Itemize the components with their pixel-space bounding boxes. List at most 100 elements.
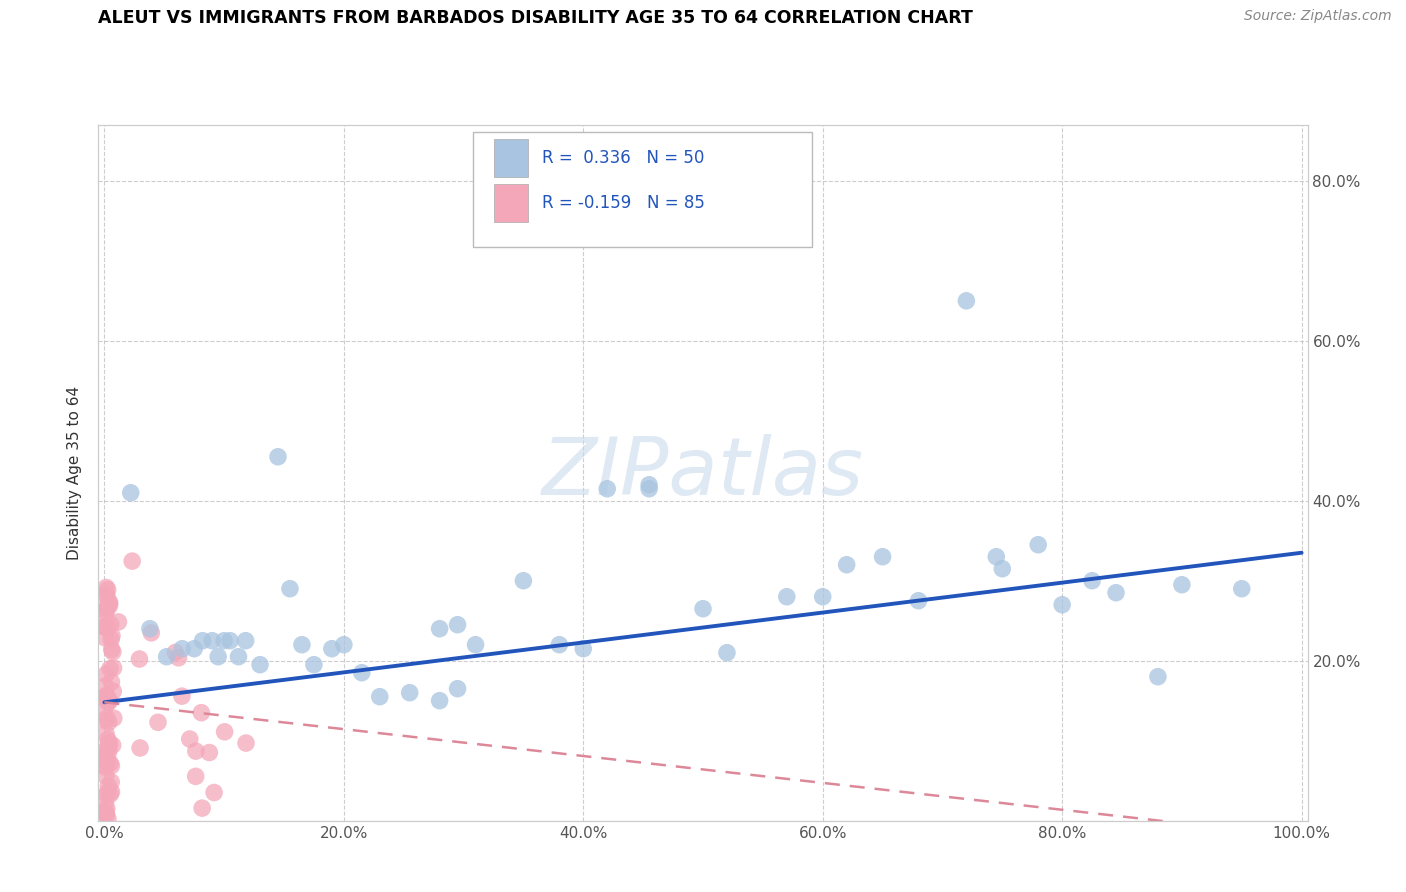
Point — [96, 691, 118, 706]
Point — [97, 779, 120, 793]
Point — [291, 638, 314, 652]
Point — [429, 622, 451, 636]
Point — [94, 679, 117, 693]
Point — [1171, 578, 1194, 592]
Point — [1050, 598, 1073, 612]
Point — [219, 633, 242, 648]
Point — [278, 582, 301, 596]
Point — [128, 652, 150, 666]
Point — [302, 657, 325, 672]
Point — [103, 661, 125, 675]
Point — [170, 689, 193, 703]
Point — [97, 715, 120, 730]
Point — [94, 805, 117, 819]
Point — [321, 641, 343, 656]
Point — [94, 759, 117, 773]
Point — [100, 775, 122, 789]
Text: R = -0.159   N = 85: R = -0.159 N = 85 — [543, 194, 704, 212]
Point — [98, 787, 121, 801]
Point — [167, 650, 190, 665]
Point — [98, 693, 121, 707]
Point — [101, 645, 124, 659]
Point — [350, 665, 373, 680]
Point — [156, 649, 179, 664]
Point — [100, 674, 122, 689]
Point — [97, 737, 120, 751]
Point — [202, 785, 225, 799]
Point — [94, 754, 117, 768]
Point — [98, 599, 121, 613]
Point — [103, 711, 125, 725]
Point — [120, 485, 142, 500]
Point — [100, 617, 122, 632]
Point — [94, 806, 117, 821]
Point — [1230, 582, 1253, 596]
Point — [191, 633, 214, 648]
Point — [96, 587, 118, 601]
Point — [100, 632, 122, 647]
Point — [212, 633, 235, 648]
Point — [184, 769, 207, 783]
Point — [638, 482, 661, 496]
Point — [96, 688, 118, 702]
Point — [97, 732, 120, 747]
Point — [692, 601, 714, 615]
Point — [214, 724, 236, 739]
Point — [1105, 585, 1128, 599]
Point — [267, 450, 290, 464]
Point — [141, 625, 163, 640]
Point — [190, 706, 212, 720]
Point — [96, 711, 118, 725]
Point — [97, 582, 120, 597]
Point — [94, 714, 117, 728]
Point — [548, 638, 571, 652]
Point — [179, 731, 201, 746]
Point — [235, 633, 257, 648]
Point — [107, 615, 129, 629]
Text: R =  0.336   N = 50: R = 0.336 N = 50 — [543, 149, 704, 167]
Point — [93, 744, 115, 758]
Point — [96, 600, 118, 615]
Point — [955, 293, 977, 308]
Point — [129, 741, 152, 756]
Point — [572, 641, 595, 656]
Text: ALEUT VS IMMIGRANTS FROM BARBADOS DISABILITY AGE 35 TO 64 CORRELATION CHART: ALEUT VS IMMIGRANTS FROM BARBADOS DISABI… — [98, 9, 973, 27]
Point — [638, 477, 661, 491]
Point — [96, 807, 118, 822]
Point — [96, 581, 118, 595]
Point — [100, 642, 122, 657]
Point — [183, 641, 205, 656]
Text: Source: ZipAtlas.com: Source: ZipAtlas.com — [1244, 9, 1392, 23]
Point — [94, 631, 117, 645]
Point — [96, 785, 118, 799]
Point — [207, 649, 229, 664]
Point — [96, 621, 118, 635]
Point — [98, 694, 121, 708]
FancyBboxPatch shape — [494, 184, 527, 222]
Point — [101, 629, 124, 643]
Point — [907, 593, 929, 607]
Point — [235, 736, 257, 750]
Point — [121, 554, 143, 568]
Point — [100, 785, 122, 799]
Point — [100, 758, 122, 772]
Point — [446, 681, 468, 696]
Point — [97, 812, 120, 826]
Point — [94, 760, 117, 774]
Point — [596, 482, 619, 496]
Point — [94, 689, 117, 703]
Point — [1026, 538, 1049, 552]
Text: ZIPatlas: ZIPatlas — [541, 434, 865, 512]
Point — [103, 684, 125, 698]
Point — [184, 744, 207, 758]
Point — [98, 662, 121, 676]
Point — [249, 657, 271, 672]
Point — [93, 620, 115, 634]
Point — [191, 801, 214, 815]
Point — [96, 599, 118, 614]
Point — [97, 695, 120, 709]
Y-axis label: Disability Age 35 to 64: Disability Age 35 to 64 — [67, 385, 83, 560]
Point — [96, 605, 118, 619]
Point — [98, 756, 121, 771]
Point — [716, 646, 738, 660]
